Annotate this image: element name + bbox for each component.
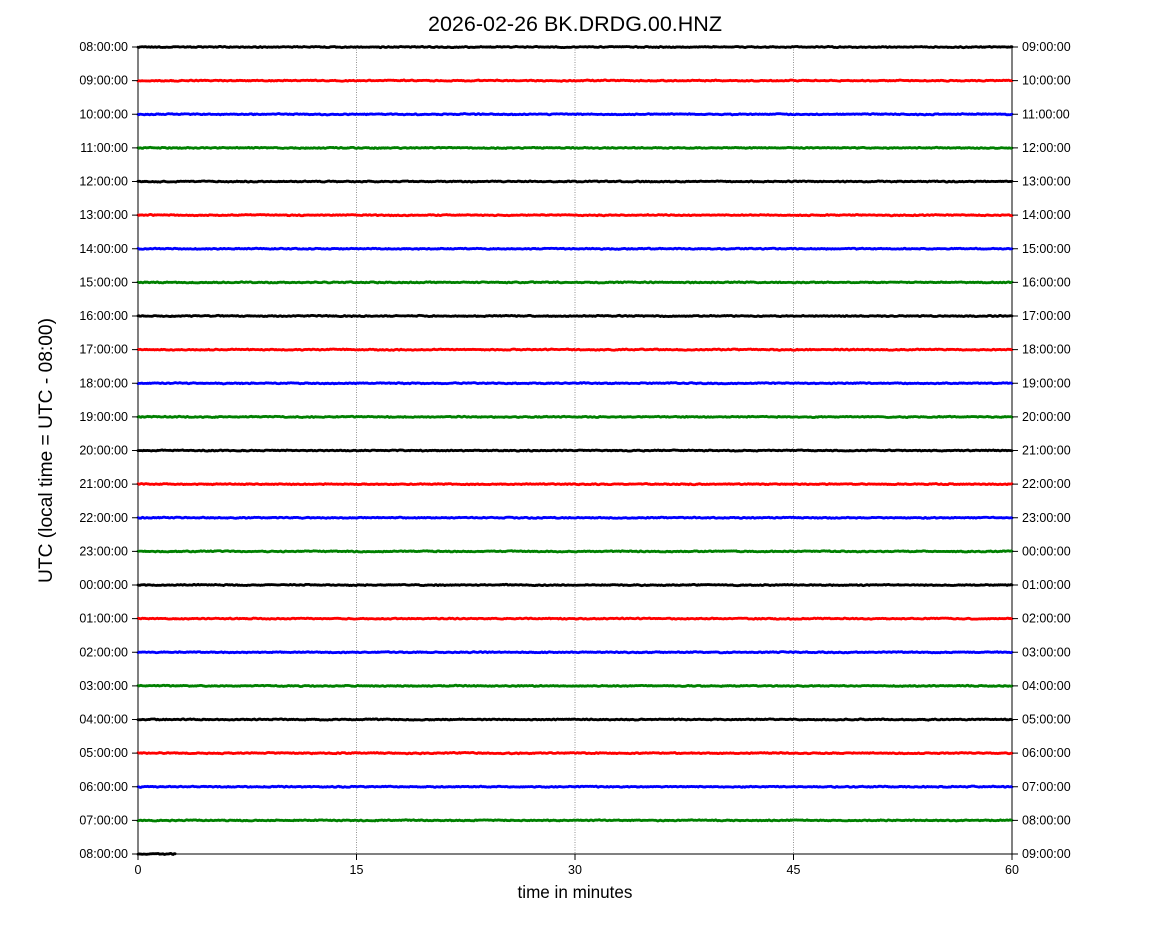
svg-text:06:00:00: 06:00:00 <box>1022 746 1071 760</box>
svg-text:06:00:00: 06:00:00 <box>79 780 128 794</box>
svg-text:16:00:00: 16:00:00 <box>79 309 128 323</box>
svg-text:09:00:00: 09:00:00 <box>1022 847 1071 861</box>
svg-text:17:00:00: 17:00:00 <box>79 343 128 357</box>
svg-text:02:00:00: 02:00:00 <box>79 645 128 659</box>
svg-text:08:00:00: 08:00:00 <box>79 847 128 861</box>
svg-text:21:00:00: 21:00:00 <box>79 477 128 491</box>
svg-text:08:00:00: 08:00:00 <box>1022 813 1071 827</box>
svg-text:07:00:00: 07:00:00 <box>1022 780 1071 794</box>
svg-text:09:00:00: 09:00:00 <box>1022 40 1071 54</box>
svg-text:10:00:00: 10:00:00 <box>1022 74 1071 88</box>
svg-text:20:00:00: 20:00:00 <box>1022 410 1071 424</box>
svg-text:00:00:00: 00:00:00 <box>79 578 128 592</box>
svg-text:07:00:00: 07:00:00 <box>79 813 128 827</box>
svg-text:03:00:00: 03:00:00 <box>79 679 128 693</box>
svg-text:23:00:00: 23:00:00 <box>1022 511 1071 525</box>
svg-text:01:00:00: 01:00:00 <box>79 612 128 626</box>
svg-text:time in minutes: time in minutes <box>518 883 633 902</box>
svg-text:05:00:00: 05:00:00 <box>1022 713 1071 727</box>
svg-text:23:00:00: 23:00:00 <box>79 544 128 558</box>
svg-text:19:00:00: 19:00:00 <box>1022 376 1071 390</box>
svg-text:15:00:00: 15:00:00 <box>1022 242 1071 256</box>
svg-text:30: 30 <box>568 863 582 877</box>
svg-text:09:00:00: 09:00:00 <box>79 74 128 88</box>
svg-text:60: 60 <box>1005 863 1019 877</box>
svg-text:UTC (local time = UTC - 08:00): UTC (local time = UTC - 08:00) <box>36 318 57 583</box>
svg-text:0: 0 <box>135 863 142 877</box>
svg-text:18:00:00: 18:00:00 <box>1022 343 1071 357</box>
svg-text:13:00:00: 13:00:00 <box>79 208 128 222</box>
svg-text:03:00:00: 03:00:00 <box>1022 645 1071 659</box>
svg-text:15: 15 <box>350 863 364 877</box>
svg-text:00:00:00: 00:00:00 <box>1022 544 1071 558</box>
svg-text:17:00:00: 17:00:00 <box>1022 309 1071 323</box>
svg-text:18:00:00: 18:00:00 <box>79 376 128 390</box>
svg-text:16:00:00: 16:00:00 <box>1022 275 1071 289</box>
svg-text:13:00:00: 13:00:00 <box>1022 175 1071 189</box>
svg-text:11:00:00: 11:00:00 <box>80 141 128 155</box>
svg-text:19:00:00: 19:00:00 <box>79 410 128 424</box>
svg-text:01:00:00: 01:00:00 <box>1022 578 1071 592</box>
svg-text:15:00:00: 15:00:00 <box>79 275 128 289</box>
svg-text:08:00:00: 08:00:00 <box>79 40 128 54</box>
svg-text:05:00:00: 05:00:00 <box>79 746 128 760</box>
svg-text:20:00:00: 20:00:00 <box>79 444 128 458</box>
svg-text:45: 45 <box>787 863 801 877</box>
svg-text:21:00:00: 21:00:00 <box>1022 444 1071 458</box>
svg-text:12:00:00: 12:00:00 <box>1022 141 1071 155</box>
svg-text:14:00:00: 14:00:00 <box>79 242 128 256</box>
svg-text:22:00:00: 22:00:00 <box>1022 477 1071 491</box>
svg-text:02:00:00: 02:00:00 <box>1022 612 1071 626</box>
svg-text:04:00:00: 04:00:00 <box>79 713 128 727</box>
svg-text:2026-02-26 BK.DRDG.00.HNZ: 2026-02-26 BK.DRDG.00.HNZ <box>428 12 722 36</box>
svg-text:14:00:00: 14:00:00 <box>1022 208 1071 222</box>
svg-text:11:00:00: 11:00:00 <box>1022 107 1070 121</box>
svg-text:12:00:00: 12:00:00 <box>79 175 128 189</box>
svg-text:10:00:00: 10:00:00 <box>79 107 128 121</box>
svg-text:04:00:00: 04:00:00 <box>1022 679 1071 693</box>
svg-text:22:00:00: 22:00:00 <box>79 511 128 525</box>
